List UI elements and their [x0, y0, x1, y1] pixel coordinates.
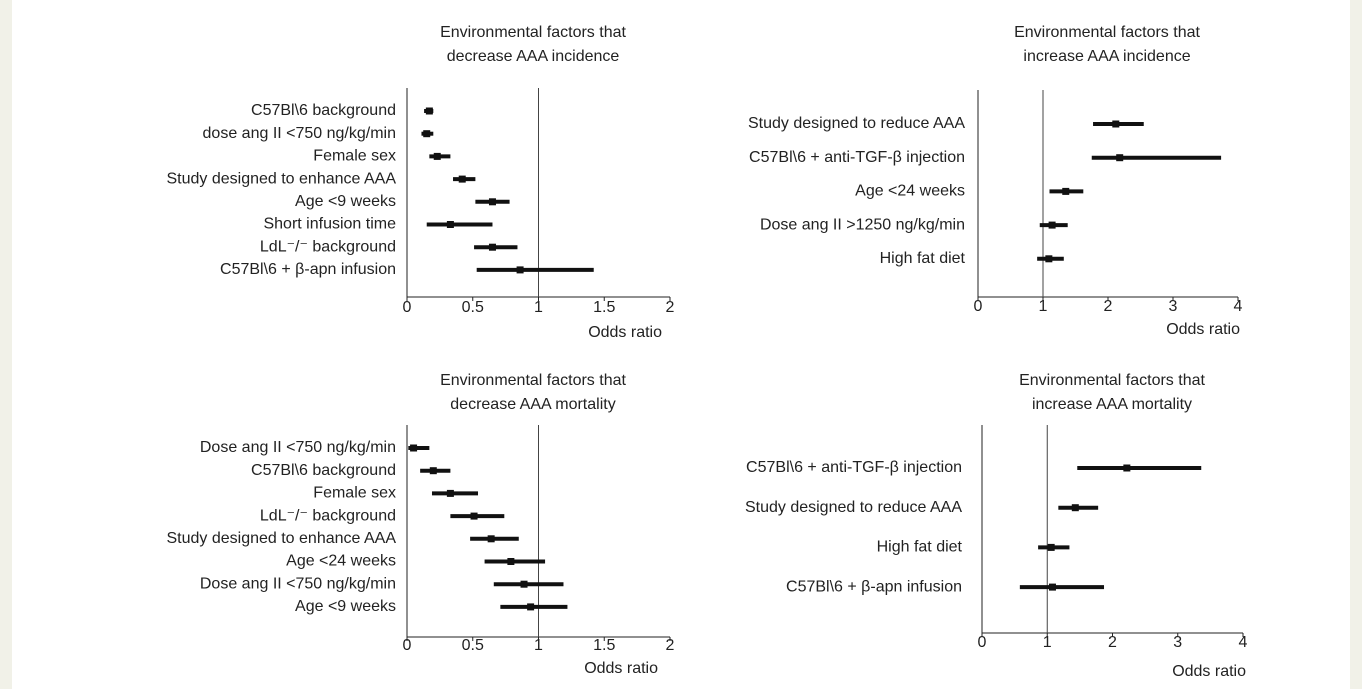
x-tick-label: 4 — [1234, 298, 1243, 315]
x-tick-label: 1 — [1043, 634, 1052, 651]
x-tick-label: 4 — [1239, 634, 1248, 651]
x-axis-label: Odds ratio — [1166, 321, 1240, 338]
chart-title: decrease AAA incidence — [447, 48, 620, 65]
chart-title: Environmental factors that — [1019, 372, 1205, 389]
row-label: LdL⁻/⁻ background — [260, 507, 396, 524]
x-tick-label: 0 — [403, 299, 412, 316]
x-axis-label: Odds ratio — [1172, 663, 1246, 680]
odds-ratio-point — [446, 489, 454, 497]
row-label: LdL⁻/⁻ background — [260, 238, 396, 255]
row-label: Age <9 weeks — [295, 598, 396, 615]
odds-ratio-point — [425, 107, 433, 115]
x-tick-label: 2 — [666, 637, 675, 654]
odds-ratio-point — [1048, 583, 1056, 591]
row-label: Age <9 weeks — [295, 193, 396, 210]
row-label: C57Bl\6 + anti-TGF-β injection — [746, 459, 962, 476]
x-tick-label: 3 — [1173, 634, 1182, 651]
row-label: C57Bl\6 background — [251, 102, 396, 119]
x-tick-label: 0 — [974, 298, 983, 315]
row-label: Study designed to reduce AAA — [748, 115, 965, 132]
odds-ratio-point — [1071, 504, 1079, 512]
x-tick-label: 1 — [534, 637, 543, 654]
row-label: High fat diet — [877, 539, 963, 556]
row-label: Dose ang II >1250 ng/kg/min — [760, 216, 965, 233]
row-label: C57Bl\6 background — [251, 462, 396, 479]
figure-background — [12, 0, 1350, 689]
odds-ratio-point — [507, 558, 515, 565]
x-tick-label: 2 — [1108, 634, 1117, 651]
x-tick-label: 3 — [1169, 298, 1178, 315]
row-label: Dose ang II <750 ng/kg/min — [200, 575, 396, 592]
row-label: High fat diet — [880, 250, 966, 267]
x-tick-label: 0 — [403, 637, 412, 654]
odds-ratio-point — [1045, 255, 1053, 263]
odds-ratio-point — [1123, 464, 1131, 472]
chart-title: decrease AAA mortality — [450, 396, 615, 413]
x-tick-label: 1.5 — [593, 299, 615, 316]
row-label: Female sex — [313, 485, 396, 502]
x-axis-label: Odds ratio — [584, 660, 658, 677]
row-label: Short infusion time — [263, 216, 396, 233]
row-label: Female sex — [313, 148, 396, 165]
odds-ratio-point — [470, 512, 478, 520]
x-tick-label: 1 — [1039, 298, 1048, 315]
chart-title: increase AAA mortality — [1032, 396, 1192, 413]
odds-ratio-point — [423, 130, 431, 138]
chart-title: Environmental factors that — [440, 372, 626, 389]
x-tick-label: 0.5 — [462, 637, 484, 654]
x-tick-label: 0.5 — [462, 299, 484, 316]
row-label: C57Bl\6 + β-apn infusion — [220, 261, 396, 278]
chart-title: Environmental factors that — [440, 24, 626, 41]
odds-ratio-point — [410, 444, 418, 452]
odds-ratio-point — [433, 152, 441, 160]
row-label: Age <24 weeks — [286, 553, 396, 570]
chart-title: increase AAA incidence — [1023, 48, 1190, 65]
odds-ratio-point — [487, 535, 495, 543]
odds-ratio-point — [1062, 187, 1070, 195]
x-axis-label: Odds ratio — [588, 324, 662, 341]
odds-ratio-point — [429, 467, 437, 475]
x-tick-label: 1 — [534, 299, 543, 316]
row-label: Age <24 weeks — [855, 183, 965, 200]
x-tick-label: 0 — [978, 634, 987, 651]
row-label: Study designed to reduce AAA — [745, 499, 962, 516]
x-tick-label: 2 — [666, 299, 675, 316]
row-label: Study designed to enhance AAA — [166, 170, 396, 187]
row-label: Dose ang II <750 ng/kg/min — [200, 439, 396, 456]
odds-ratio-point — [458, 175, 466, 183]
x-tick-label: 2 — [1104, 298, 1113, 315]
odds-ratio-point — [527, 603, 535, 611]
odds-ratio-point — [488, 198, 496, 206]
odds-ratio-point — [1047, 543, 1055, 551]
row-label: C57Bl\6 + β-apn infusion — [786, 578, 962, 595]
chart-title: Environmental factors that — [1014, 24, 1200, 41]
row-label: C57Bl\6 + anti-TGF-β injection — [749, 149, 965, 166]
x-tick-label: 1.5 — [593, 637, 615, 654]
odds-ratio-point — [446, 221, 454, 228]
row-label: dose ang II <750 ng/kg/min — [203, 125, 396, 142]
odds-ratio-point — [1048, 221, 1056, 229]
odds-ratio-point — [1112, 120, 1120, 128]
odds-ratio-point — [1116, 154, 1124, 162]
row-label: Study designed to enhance AAA — [166, 530, 396, 547]
odds-ratio-point — [520, 580, 528, 588]
odds-ratio-point — [488, 243, 496, 251]
odds-ratio-point — [516, 266, 524, 274]
